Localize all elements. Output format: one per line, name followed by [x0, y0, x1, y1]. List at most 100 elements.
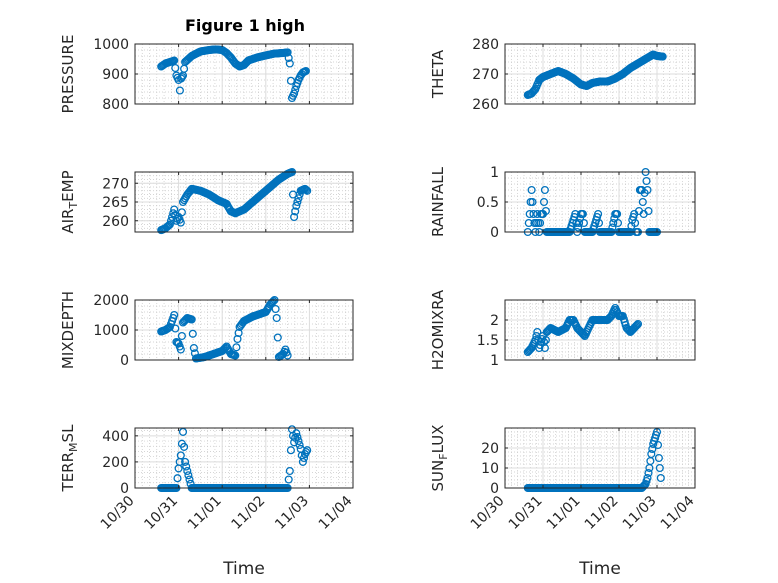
data-point [527, 185, 536, 195]
y-axis-label: PRESSURE [59, 35, 77, 114]
data-point [648, 444, 657, 454]
y-axis-label: AIRTEMP [59, 170, 80, 233]
data-point [533, 327, 542, 337]
x-tick-label: 11/04 [658, 493, 698, 533]
y-tick-label: 270 [472, 67, 499, 83]
data-point [165, 220, 174, 229]
y-tick-label: 2 [490, 313, 499, 329]
x-tick-label: 10/30 [468, 493, 508, 533]
y-axis-label: MIXDEPTH [59, 291, 77, 369]
subplot-h2omixra: 1 1.5 2 H2OMIXRA [429, 289, 696, 370]
data-point [642, 176, 651, 186]
x-axis-label: Time [578, 559, 621, 579]
x-tick-label: 10/31 [506, 493, 546, 533]
y-tick-label: 10 [481, 461, 499, 477]
subplot-rainfall: 0 0.5 1 RAINFALL [429, 165, 696, 241]
data-point [293, 197, 302, 207]
y-tick-label: 0 [490, 225, 499, 241]
data-point [301, 66, 310, 76]
data-point [294, 194, 303, 203]
subplot-pressure: 800 900 1000 PRESSURE [59, 35, 354, 114]
y-axis-label: H2OMIXRA [429, 289, 447, 370]
data-point [292, 429, 301, 438]
data-point [541, 335, 550, 345]
y-tick-label: 280 [472, 37, 499, 53]
data-point [298, 457, 307, 466]
data-point [188, 329, 197, 338]
data-point [170, 56, 179, 65]
x-tick-label: 11/04 [316, 493, 356, 533]
data-point [293, 433, 302, 442]
data-point [290, 89, 299, 98]
data-point [631, 218, 640, 228]
data-point [613, 218, 623, 228]
subplot-air_temp: 260 265 270 AIRTEMP [59, 167, 354, 235]
data-point [539, 337, 549, 347]
data-point [269, 297, 278, 306]
data-point [283, 48, 292, 57]
data-point [285, 59, 294, 68]
data-point [579, 218, 588, 228]
data-point [609, 218, 618, 228]
data-point [655, 463, 664, 473]
y-tick-label: 0 [120, 353, 129, 369]
x-tick-label: 11/01 [544, 493, 584, 533]
data-point [271, 304, 280, 314]
x-tick-label: 10/30 [98, 493, 138, 533]
data-point [173, 474, 182, 483]
data-point [303, 446, 312, 455]
data-point [632, 320, 642, 330]
data-point [232, 343, 241, 352]
y-tick-label: 800 [102, 97, 129, 113]
y-axis-label: RAINFALL [429, 166, 447, 237]
data-point [292, 201, 301, 210]
data-point [575, 218, 584, 228]
data-point [182, 462, 191, 471]
data-point [185, 475, 194, 484]
x-tick-label: 11/03 [272, 493, 312, 533]
y-axis-label: SUNFLUX [429, 425, 450, 492]
y-tick-label: 0 [120, 481, 129, 497]
data-point [176, 345, 185, 354]
figure-title: Figure 1 high [185, 16, 305, 35]
data-point [290, 212, 299, 222]
y-tick-label: 1 [490, 353, 499, 369]
data-point [594, 218, 604, 228]
y-tick-label: 20 [481, 441, 499, 457]
data-point [533, 209, 542, 219]
data-point [654, 453, 663, 463]
y-tick-label: 200 [102, 455, 129, 471]
y-tick-label: 260 [472, 97, 499, 113]
y-tick-label: 1.5 [477, 333, 499, 349]
data-point [283, 351, 292, 360]
data-point [180, 442, 189, 451]
x-tick-label: 11/01 [185, 493, 225, 533]
data-point [529, 209, 538, 219]
data-point [656, 473, 665, 483]
data-point [189, 343, 198, 353]
data-point [632, 321, 641, 331]
data-point [187, 315, 196, 324]
data-point [574, 223, 583, 232]
y-tick-label: 2000 [93, 293, 129, 309]
y-tick-label: 0.5 [477, 195, 499, 211]
data-point [302, 185, 311, 194]
axes-frame [504, 299, 696, 361]
data-point [540, 185, 549, 195]
data-point [233, 334, 242, 344]
data-point [183, 466, 192, 476]
y-tick-label: 0 [490, 481, 499, 497]
data-point [303, 186, 312, 195]
data-point [294, 436, 303, 446]
data-point [638, 197, 647, 207]
data-point [164, 221, 173, 230]
data-point [643, 185, 652, 195]
x-axis-label: Time [222, 559, 265, 579]
data-point [231, 351, 240, 360]
data-point [647, 449, 656, 459]
data-point [272, 313, 281, 323]
data-point [171, 63, 180, 73]
y-tick-label: 900 [102, 67, 129, 83]
